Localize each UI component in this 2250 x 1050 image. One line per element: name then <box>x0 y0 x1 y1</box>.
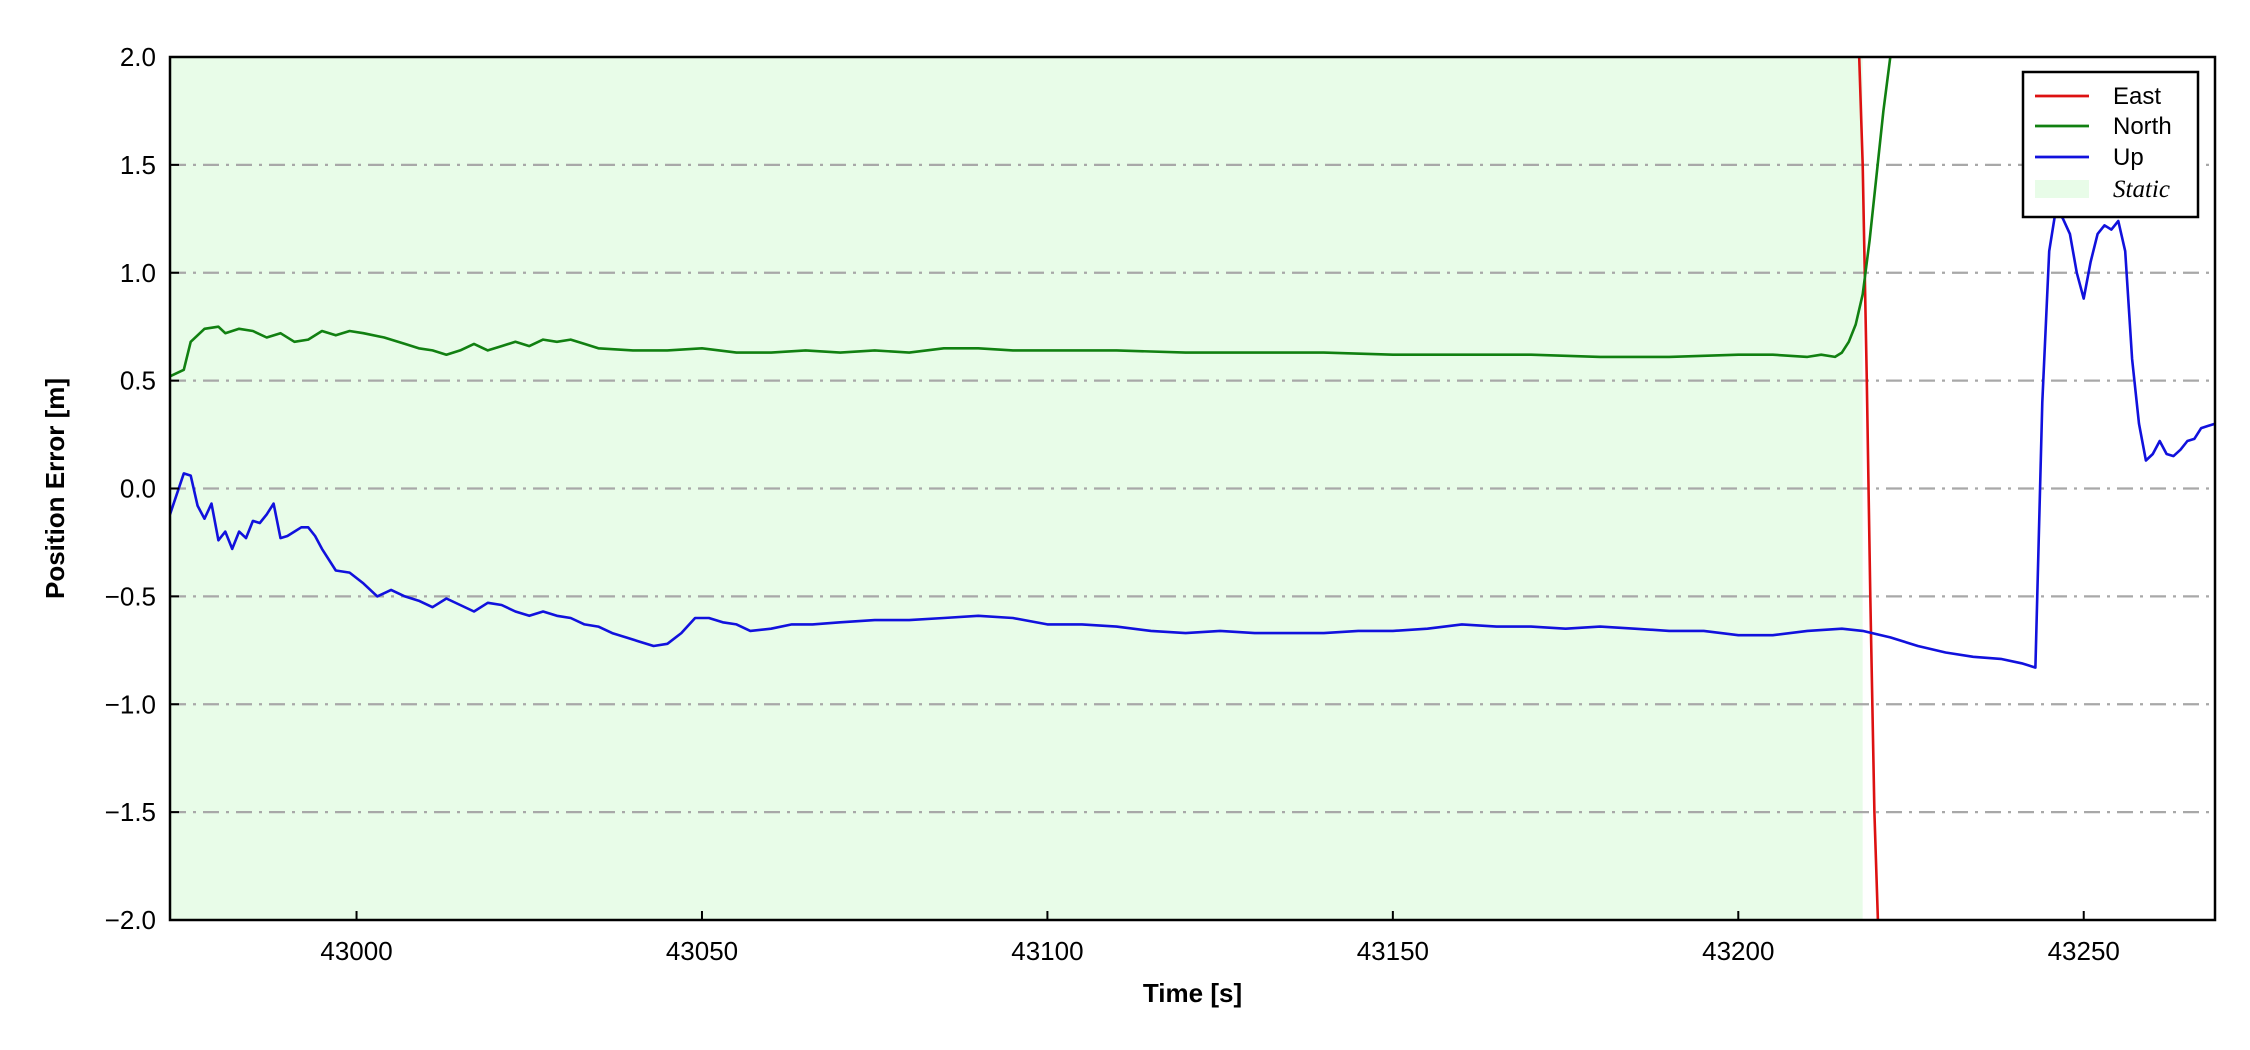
x-tick-label: 43100 <box>1011 936 1083 966</box>
series-line-east <box>1857 57 1880 920</box>
x-tick-label: 43050 <box>666 936 738 966</box>
x-axis-title: Time [s] <box>1143 978 1242 1008</box>
series-line-north <box>170 57 1892 378</box>
y-tick-label: −0.5 <box>105 581 156 611</box>
y-tick-label: −2.0 <box>105 905 156 935</box>
y-tick-label: 1.0 <box>120 258 156 288</box>
static-region <box>170 57 1863 920</box>
legend: East North Up Static <box>2021 70 2200 219</box>
x-tick-label: 43150 <box>1357 936 1429 966</box>
y-tick-label: −1.0 <box>105 689 156 719</box>
legend-label-up: Up <box>2113 144 2144 171</box>
x-tick-label: 43200 <box>1702 936 1774 966</box>
x-tick-label: 43000 <box>320 936 392 966</box>
legend-label-static: Static <box>2113 176 2170 203</box>
x-tick-label: 43250 <box>2048 936 2120 966</box>
y-tick-label: −1.5 <box>105 797 156 827</box>
series-layer <box>170 57 2215 920</box>
series-line-up <box>170 206 2215 669</box>
y-tick-label: 0.0 <box>120 474 156 504</box>
grid-layer <box>170 163 2215 814</box>
y-axis-title: Position Error [m] <box>40 378 70 599</box>
legend-label-north: North <box>2113 113 2172 140</box>
legend-label-east: East <box>2113 83 2161 110</box>
static-region-layer <box>170 57 1863 920</box>
legend-swatch-static <box>2035 180 2089 198</box>
y-tick-label: 2.0 <box>120 42 156 72</box>
tick-layer: 43000 43050 43100 43150 43200 43250 −2.0 −1.5 −1… <box>105 42 2120 966</box>
y-tick-label: 1.5 <box>120 150 156 180</box>
y-tick-label: 0.5 <box>120 366 156 396</box>
